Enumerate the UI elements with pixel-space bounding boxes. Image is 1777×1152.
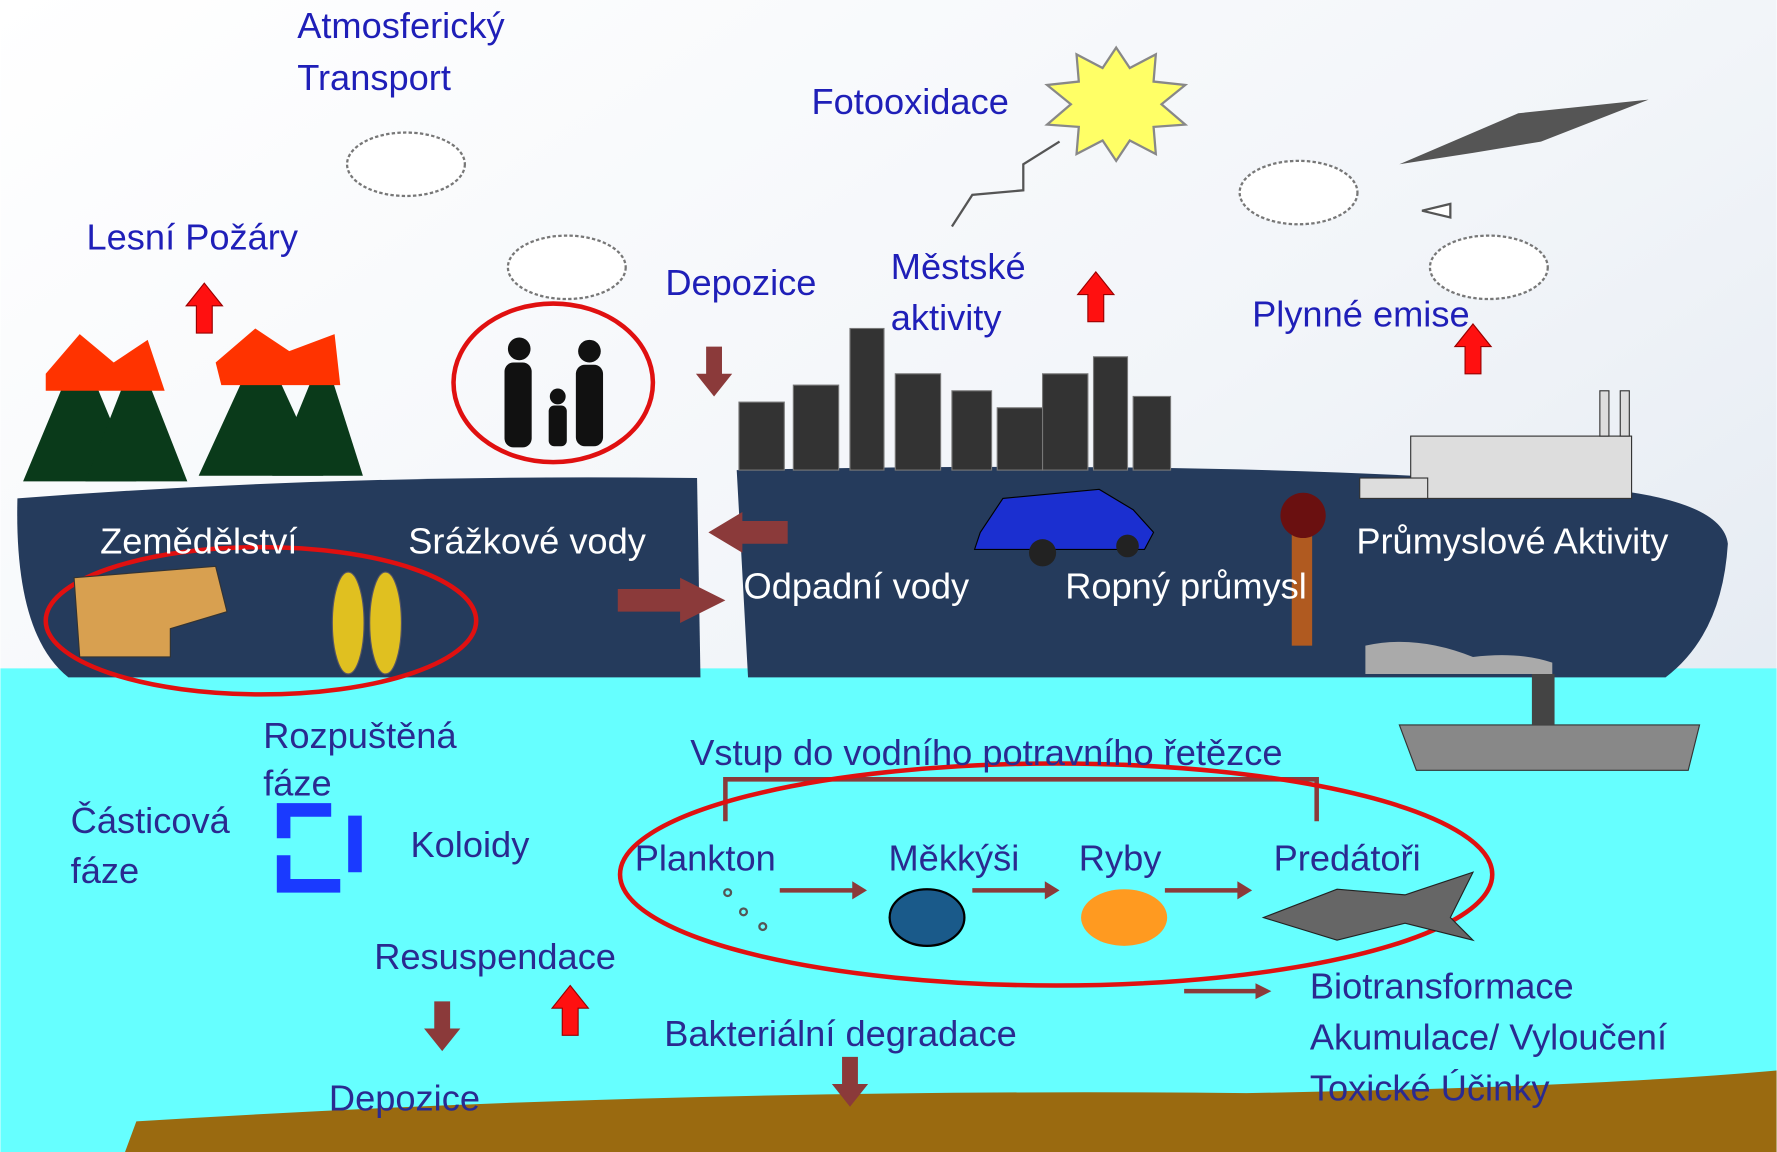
- label: aktivity: [891, 297, 1003, 338]
- label: Měkkýši: [889, 837, 1020, 878]
- label: Zemědělství: [100, 520, 297, 561]
- label: Ryby: [1079, 837, 1162, 878]
- label: Transport: [297, 57, 451, 98]
- diagram: Atmosferický Transport Fotooxidace Lesní…: [0, 0, 1777, 1152]
- label: Akumulace/ Vyloučení: [1310, 1016, 1667, 1057]
- label: Resuspendace: [374, 936, 616, 977]
- label: fáze: [263, 763, 332, 804]
- label: Biotransformace: [1310, 965, 1574, 1006]
- label: Městské: [891, 246, 1026, 287]
- label: Průmyslové Aktivity: [1356, 520, 1669, 561]
- label: Srážkové vody: [408, 520, 647, 561]
- label: Plankton: [635, 837, 776, 878]
- label: Rozpuštěná: [263, 715, 457, 756]
- label: Toxické Účinky: [1310, 1067, 1550, 1108]
- label: Plynné emise: [1252, 294, 1470, 335]
- label: Bakteriální degradace: [664, 1013, 1017, 1054]
- label: Predátoři: [1274, 837, 1421, 878]
- label: Odpadní vody: [744, 566, 970, 607]
- page: {"atmosphere":{"transport":["Atmosferick…: [0, 0, 1777, 1152]
- label: Fotooxidace: [811, 81, 1008, 122]
- label: Lesní Požáry: [87, 217, 299, 258]
- label: Depozice: [329, 1078, 480, 1119]
- label: Koloidy: [410, 824, 530, 865]
- label: fáze: [71, 850, 139, 891]
- label: Depozice: [665, 262, 816, 303]
- label: Částicová: [71, 800, 231, 841]
- label: Atmosferický: [297, 5, 505, 46]
- label: Ropný průmysl: [1065, 566, 1307, 607]
- label: Vstup do vodního potravního řetězce: [690, 732, 1282, 773]
